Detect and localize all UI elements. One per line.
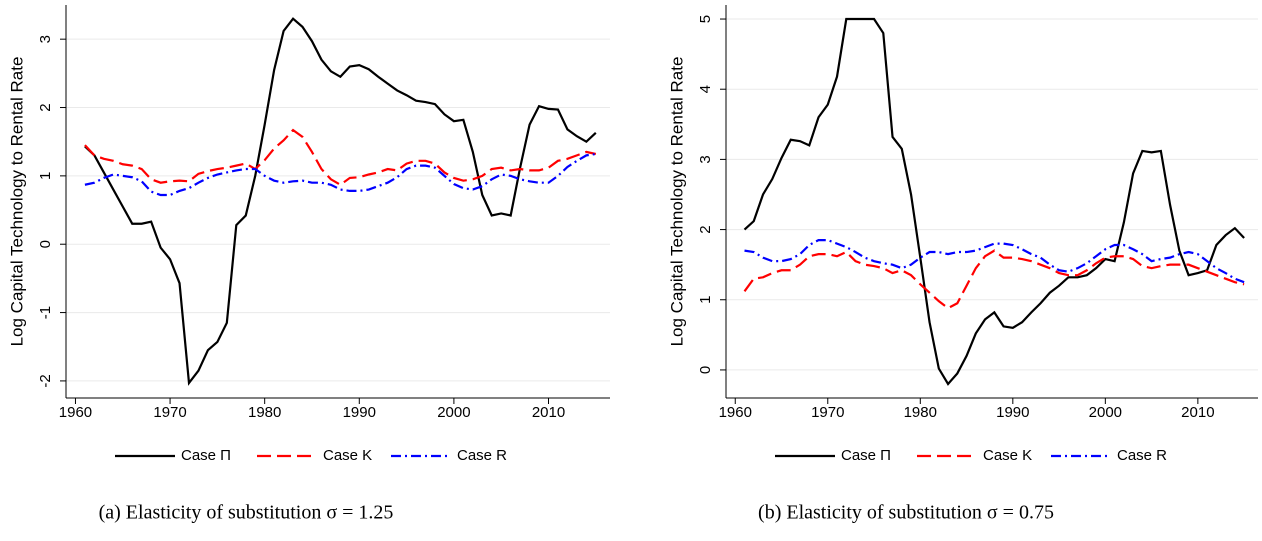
- x-tick-label: 1970: [811, 404, 844, 421]
- x-tick-label: 1980: [248, 404, 281, 421]
- y-tick-label: 3: [697, 155, 714, 163]
- legend-label: Case K: [983, 447, 1032, 464]
- y-tick-label: -2: [37, 374, 54, 387]
- x-tick-label: 2010: [1181, 404, 1214, 421]
- series-line: [744, 238, 1245, 284]
- series-line: [84, 152, 596, 197]
- panel: -2 -1 0 1 2 3 1960 1970 1980 1990 2000 2010 Log Capi…: [7, 5, 610, 524]
- y-tick-label: 1: [37, 172, 54, 180]
- legend-label: Case Π: [841, 447, 891, 464]
- x-tick-label: 1980: [904, 404, 937, 421]
- caption: (a) Elasticity of substitution σ = 1.25: [99, 502, 394, 524]
- y-tick-label: 1: [697, 296, 714, 304]
- y-axis-title: Log Capital Technology to Rental Rate: [7, 57, 26, 347]
- caption: (b) Elasticity of substitution σ = 0.75: [758, 502, 1054, 524]
- x-tick-label: 1960: [59, 404, 92, 421]
- legend-label: Case K: [323, 447, 372, 464]
- series-line: [743, 249, 1245, 310]
- y-tick-label: 0: [37, 240, 54, 248]
- panel: 0 1 2 3 4 5 1960 1970 1980 1990 2000 2010 Log Capita…: [667, 5, 1258, 524]
- y-tick-label: 5: [697, 15, 714, 23]
- legend-label: Case R: [1117, 447, 1167, 464]
- x-tick-label: 1960: [719, 404, 752, 421]
- y-tick-label: 2: [37, 103, 54, 111]
- y-tick-label: 2: [697, 225, 714, 233]
- y-tick-label: 4: [697, 85, 714, 93]
- x-tick-label: 2010: [532, 404, 565, 421]
- x-tick-label: 1990: [996, 404, 1029, 421]
- x-tick-label: 2000: [437, 404, 470, 421]
- series-line: [743, 17, 1245, 386]
- legend-label: Case R: [457, 447, 507, 464]
- x-tick-label: 1990: [343, 404, 376, 421]
- legend-label: Case Π: [181, 447, 231, 464]
- y-tick-label: 3: [37, 35, 54, 43]
- x-tick-label: 2000: [1089, 404, 1122, 421]
- y-tick-label: 0: [697, 366, 714, 374]
- y-axis-title: Log Capital Technology to Rental Rate: [667, 57, 686, 347]
- series-line: [84, 17, 597, 386]
- x-tick-label: 1970: [153, 404, 186, 421]
- series-line: [84, 128, 597, 187]
- y-tick-label: -1: [37, 306, 54, 319]
